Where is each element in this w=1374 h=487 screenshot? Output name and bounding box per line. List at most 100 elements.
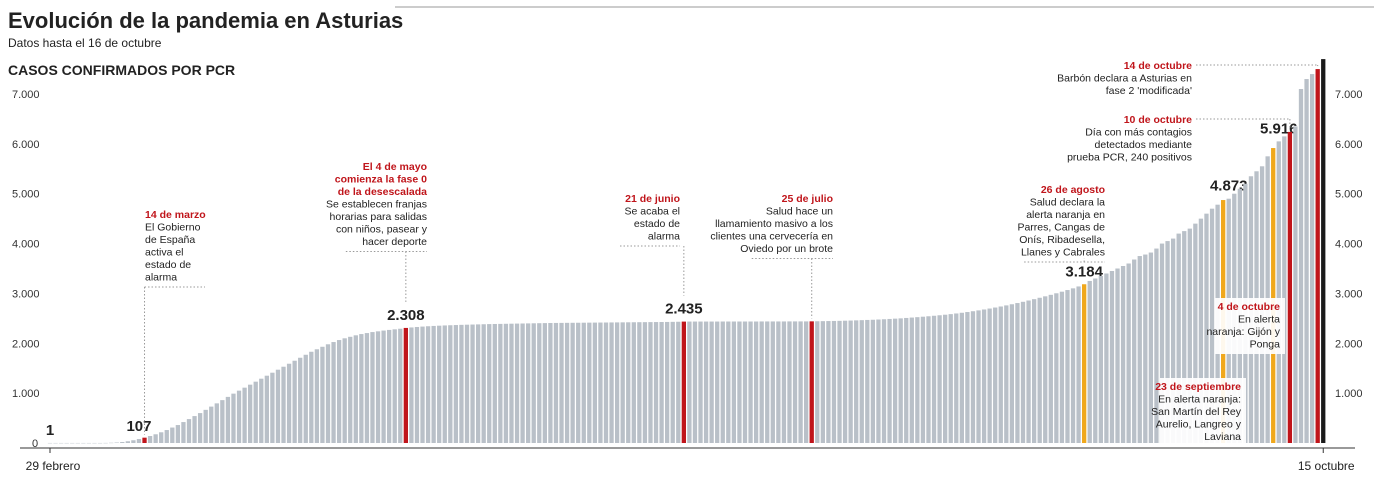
bar — [987, 308, 992, 443]
bar — [303, 354, 308, 443]
chart-subtitle: Datos hasta el 16 de octubre — [8, 36, 162, 50]
bar — [275, 369, 281, 443]
bar — [253, 381, 258, 443]
annotation-text: prueba PCR, 240 positivos — [1067, 152, 1192, 164]
bar — [648, 322, 653, 443]
y-tick-label: 6.000 — [12, 139, 40, 151]
x-tick-label: 29 febrero — [26, 459, 81, 473]
bar — [526, 323, 531, 443]
bar — [642, 322, 648, 443]
annotation-text: naranja: Gijón y — [1206, 326, 1280, 338]
bar — [136, 439, 142, 443]
bar — [1098, 275, 1103, 443]
bar — [809, 321, 814, 443]
bar — [186, 419, 192, 443]
bar — [720, 321, 725, 443]
bar — [1037, 297, 1042, 443]
bar — [859, 320, 864, 443]
bar — [292, 360, 297, 443]
bar — [653, 322, 659, 443]
bar — [1048, 294, 1053, 443]
y-tick-label-right: 3.000 — [1335, 288, 1363, 300]
annotation-text: En alerta naranja: — [1158, 394, 1241, 406]
bar — [1271, 148, 1276, 443]
bar — [503, 323, 509, 443]
bar — [931, 315, 937, 443]
bar — [870, 319, 876, 443]
annotation-text: fase 2 'modificada' — [1106, 85, 1192, 97]
annotation-text: Salud declara la — [1030, 197, 1105, 209]
bar — [414, 326, 420, 443]
bar — [175, 425, 181, 443]
bar — [698, 321, 703, 443]
bar — [842, 320, 848, 443]
bar — [1087, 280, 1092, 443]
bar — [765, 321, 770, 443]
bar — [348, 336, 353, 443]
bar — [537, 323, 542, 443]
annotation-text: Oviedo por un brote — [740, 243, 833, 255]
bar — [804, 321, 809, 443]
bar — [392, 329, 397, 443]
bar — [1143, 254, 1148, 443]
bar — [1004, 305, 1009, 443]
bar — [209, 406, 214, 443]
bar — [125, 441, 130, 443]
annotation-box — [1160, 378, 1246, 447]
y-tick-label: 7.000 — [12, 89, 40, 101]
bar — [1276, 141, 1281, 443]
bar — [437, 325, 442, 443]
bar — [742, 321, 748, 443]
annotation-title: comienza la fase 0 — [335, 174, 427, 186]
bar — [364, 333, 370, 443]
bar — [831, 320, 837, 443]
annotation-title: de la desescalada — [338, 186, 427, 198]
bar — [153, 434, 158, 443]
bar — [631, 322, 636, 443]
bar — [776, 321, 781, 443]
bar — [548, 322, 553, 443]
bar — [737, 321, 742, 443]
bar — [398, 328, 403, 443]
bar — [1182, 231, 1187, 443]
annotation-text: Laviana — [1204, 431, 1241, 443]
bar — [1031, 299, 1037, 443]
bar — [1126, 263, 1131, 443]
bar — [1076, 286, 1081, 443]
bar — [998, 306, 1003, 443]
bar — [781, 321, 787, 443]
bar — [1287, 131, 1293, 444]
bar — [1104, 273, 1109, 443]
annotation-title: El 4 de mayo — [363, 161, 427, 173]
bar — [1282, 136, 1287, 443]
bar — [609, 322, 614, 443]
annotation-text: llamamiento masivo a los — [715, 218, 833, 230]
bar — [1193, 223, 1198, 443]
bar — [993, 307, 998, 443]
bar — [926, 316, 931, 443]
bar — [826, 321, 831, 443]
bar — [487, 324, 492, 443]
bar — [770, 321, 775, 443]
bar — [637, 322, 642, 443]
annotation-text: Salud hace un — [766, 206, 833, 218]
bar — [197, 413, 203, 443]
bar — [876, 319, 881, 443]
bar — [1043, 296, 1048, 443]
bar — [403, 327, 408, 443]
bar — [236, 390, 242, 443]
bar — [120, 442, 125, 443]
bar — [375, 331, 381, 443]
bar — [336, 340, 342, 443]
x-tick-label: 15 octubre — [1298, 459, 1355, 473]
bar — [726, 321, 731, 443]
annotation-text: Día con más contagios — [1085, 127, 1192, 139]
bar — [442, 325, 447, 443]
bar — [1026, 300, 1031, 443]
annotation-text: activa el — [145, 247, 184, 259]
bar — [681, 321, 686, 443]
annotation-text: El Gobierno — [145, 222, 201, 234]
bar — [898, 318, 903, 443]
bar — [559, 322, 564, 443]
bar — [553, 322, 559, 443]
